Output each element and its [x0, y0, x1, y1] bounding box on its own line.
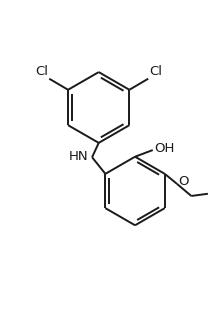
Text: Cl: Cl: [149, 65, 162, 78]
Text: Cl: Cl: [35, 65, 48, 78]
Text: OH: OH: [154, 143, 174, 155]
Text: HN: HN: [69, 149, 89, 163]
Text: O: O: [178, 175, 189, 188]
